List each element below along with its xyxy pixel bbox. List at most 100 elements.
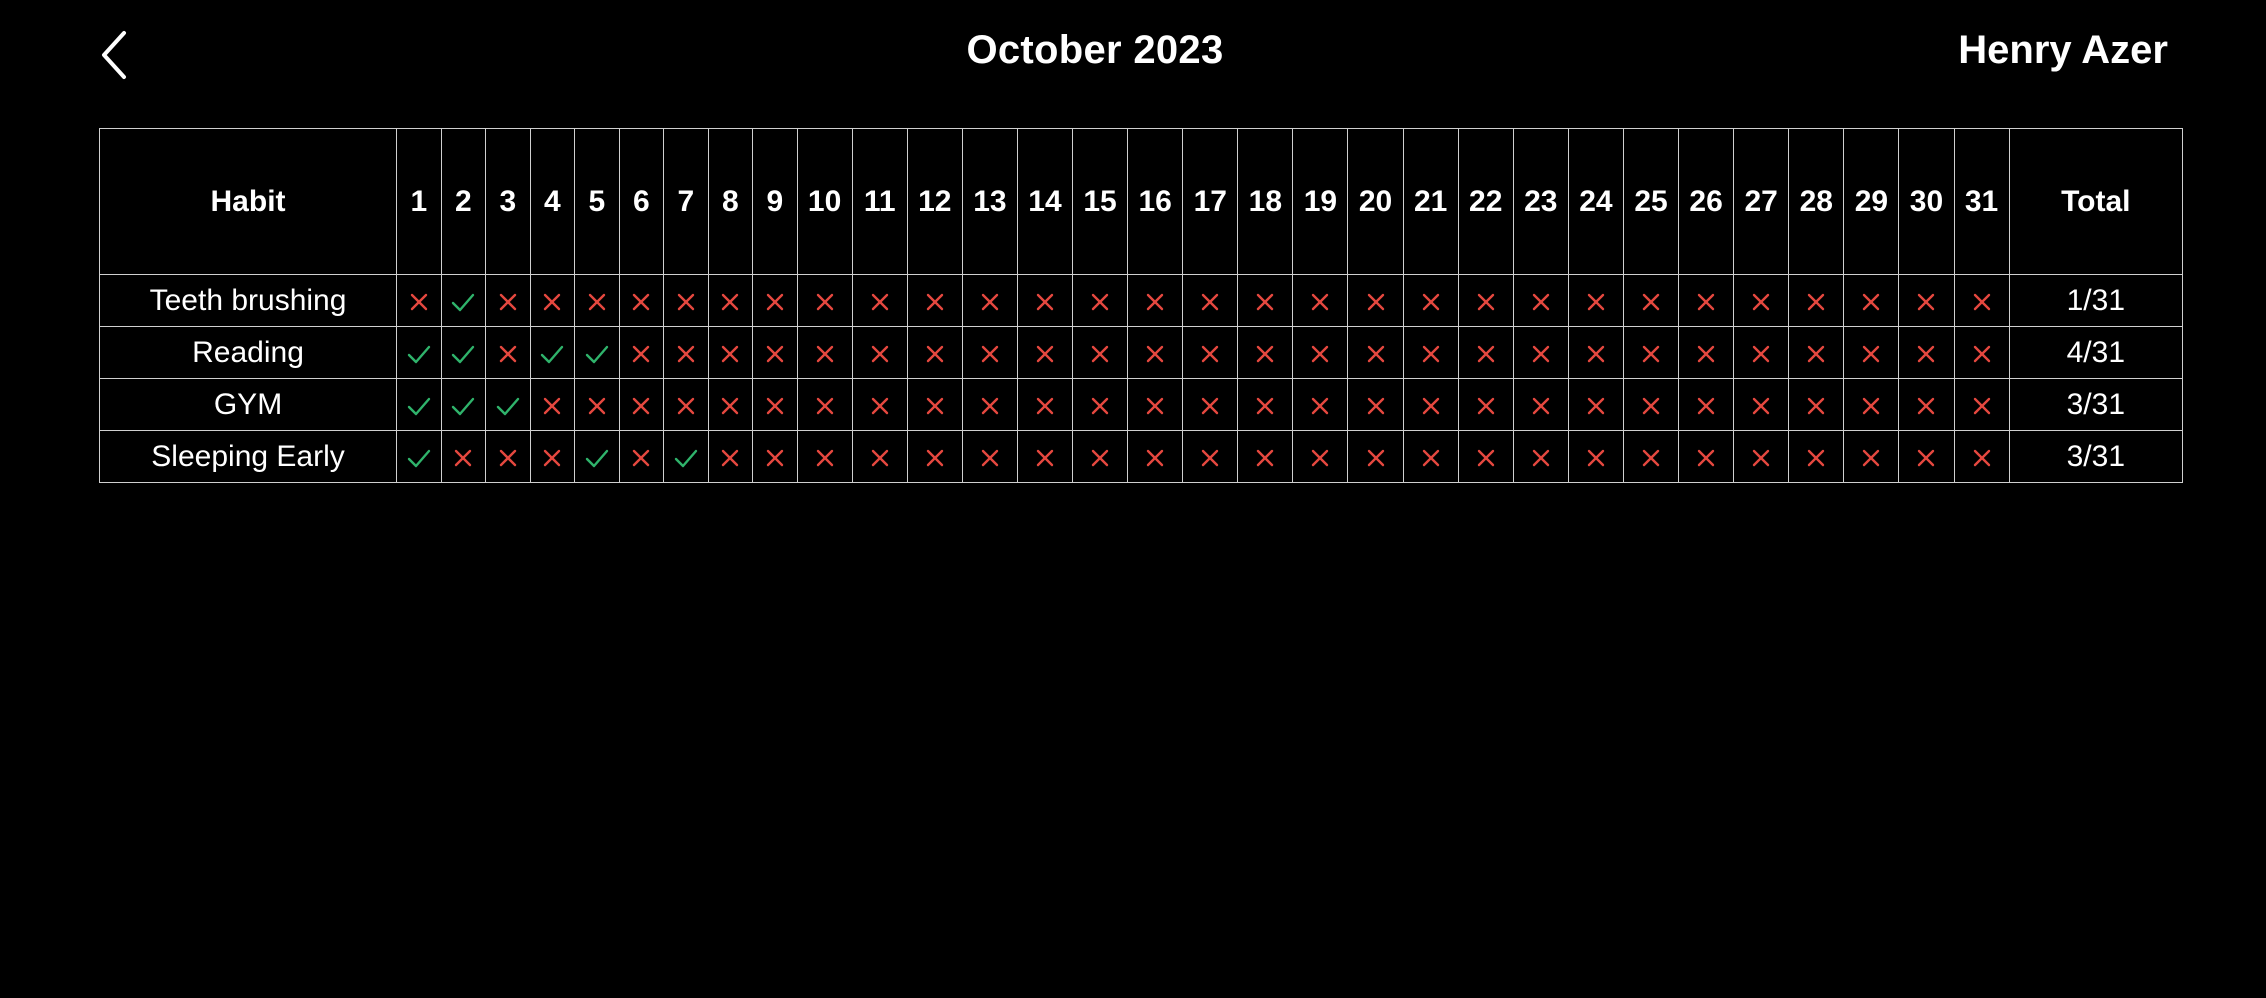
day-cell[interactable] <box>1347 430 1404 483</box>
day-cell[interactable] <box>752 430 798 483</box>
day-cell[interactable] <box>796 326 853 379</box>
day-cell[interactable] <box>396 430 442 483</box>
day-cell[interactable] <box>1788 326 1845 379</box>
day-cell[interactable] <box>1182 430 1239 483</box>
day-cell[interactable] <box>961 430 1018 483</box>
day-cell[interactable] <box>1512 326 1569 379</box>
day-cell[interactable] <box>1898 274 1955 327</box>
day-cell[interactable] <box>663 326 709 379</box>
day-cell[interactable] <box>1953 378 2010 431</box>
day-cell[interactable] <box>1622 378 1680 431</box>
day-cell[interactable] <box>1733 274 1790 327</box>
day-cell[interactable] <box>1843 274 1900 327</box>
day-cell[interactable] <box>1567 274 1624 327</box>
day-cell[interactable] <box>485 274 531 327</box>
day-cell[interactable] <box>1457 430 1514 483</box>
day-cell[interactable] <box>906 326 963 379</box>
day-cell[interactable] <box>1788 430 1845 483</box>
day-cell[interactable] <box>485 378 531 431</box>
day-cell[interactable] <box>1457 378 1514 431</box>
day-cell[interactable] <box>1072 274 1129 327</box>
day-cell[interactable] <box>1567 326 1624 379</box>
back-button[interactable] <box>92 25 142 85</box>
day-cell[interactable] <box>752 274 798 327</box>
day-cell[interactable] <box>961 326 1018 379</box>
day-cell[interactable] <box>1457 274 1514 327</box>
day-cell[interactable] <box>1622 430 1680 483</box>
day-cell[interactable] <box>1512 274 1569 327</box>
day-cell[interactable] <box>574 378 620 431</box>
day-cell[interactable] <box>663 274 709 327</box>
day-cell[interactable] <box>1622 274 1680 327</box>
day-cell[interactable] <box>851 274 908 327</box>
day-cell[interactable] <box>1567 378 1624 431</box>
day-cell[interactable] <box>707 326 754 379</box>
day-cell[interactable] <box>1402 274 1459 327</box>
day-cell[interactable] <box>618 430 665 483</box>
day-cell[interactable] <box>851 430 908 483</box>
day-cell[interactable] <box>618 326 665 379</box>
day-cell[interactable] <box>1016 430 1074 483</box>
day-cell[interactable] <box>1457 326 1514 379</box>
day-cell[interactable] <box>1953 326 2010 379</box>
day-cell[interactable] <box>1733 430 1790 483</box>
day-cell[interactable] <box>440 326 487 379</box>
day-cell[interactable] <box>1237 430 1294 483</box>
day-cell[interactable] <box>1347 326 1404 379</box>
day-cell[interactable] <box>1678 378 1735 431</box>
day-cell[interactable] <box>574 326 620 379</box>
day-cell[interactable] <box>707 378 754 431</box>
day-cell[interactable] <box>1347 378 1404 431</box>
day-cell[interactable] <box>1402 430 1459 483</box>
day-cell[interactable] <box>529 274 576 327</box>
day-cell[interactable] <box>1733 378 1790 431</box>
day-cell[interactable] <box>1512 430 1569 483</box>
day-cell[interactable] <box>1072 378 1129 431</box>
day-cell[interactable] <box>1678 430 1735 483</box>
day-cell[interactable] <box>1843 430 1900 483</box>
day-cell[interactable] <box>396 274 442 327</box>
day-cell[interactable] <box>1788 274 1845 327</box>
day-cell[interactable] <box>1237 378 1294 431</box>
day-cell[interactable] <box>851 326 908 379</box>
day-cell[interactable] <box>1016 378 1074 431</box>
day-cell[interactable] <box>1237 326 1294 379</box>
day-cell[interactable] <box>1843 326 1900 379</box>
day-cell[interactable] <box>1182 326 1239 379</box>
day-cell[interactable] <box>1622 326 1680 379</box>
day-cell[interactable] <box>1843 378 1900 431</box>
day-cell[interactable] <box>1292 326 1349 379</box>
day-cell[interactable] <box>906 430 963 483</box>
day-cell[interactable] <box>1072 326 1129 379</box>
day-cell[interactable] <box>1237 274 1294 327</box>
day-cell[interactable] <box>1016 274 1074 327</box>
day-cell[interactable] <box>1127 430 1184 483</box>
day-cell[interactable] <box>1016 326 1074 379</box>
day-cell[interactable] <box>1402 326 1459 379</box>
day-cell[interactable] <box>663 378 709 431</box>
day-cell[interactable] <box>1512 378 1569 431</box>
day-cell[interactable] <box>1788 378 1845 431</box>
day-cell[interactable] <box>796 274 853 327</box>
day-cell[interactable] <box>851 378 908 431</box>
day-cell[interactable] <box>906 378 963 431</box>
day-cell[interactable] <box>752 378 798 431</box>
day-cell[interactable] <box>663 430 709 483</box>
day-cell[interactable] <box>796 430 853 483</box>
day-cell[interactable] <box>574 274 620 327</box>
day-cell[interactable] <box>396 326 442 379</box>
day-cell[interactable] <box>485 430 531 483</box>
day-cell[interactable] <box>1898 430 1955 483</box>
day-cell[interactable] <box>1953 274 2010 327</box>
day-cell[interactable] <box>1898 326 1955 379</box>
day-cell[interactable] <box>396 378 442 431</box>
day-cell[interactable] <box>1182 378 1239 431</box>
day-cell[interactable] <box>529 326 576 379</box>
day-cell[interactable] <box>1127 378 1184 431</box>
day-cell[interactable] <box>440 274 487 327</box>
day-cell[interactable] <box>1733 326 1790 379</box>
day-cell[interactable] <box>752 326 798 379</box>
day-cell[interactable] <box>574 430 620 483</box>
day-cell[interactable] <box>1292 378 1349 431</box>
day-cell[interactable] <box>1898 378 1955 431</box>
